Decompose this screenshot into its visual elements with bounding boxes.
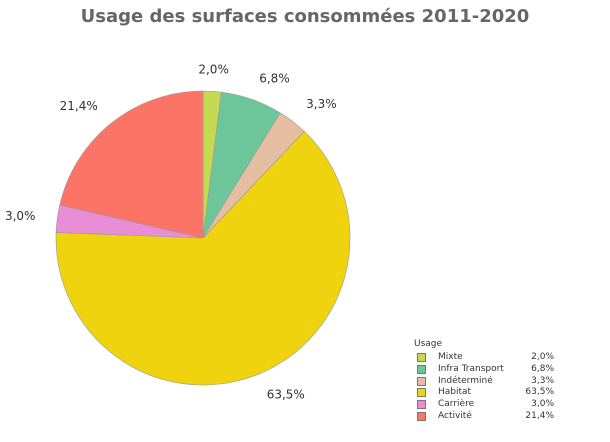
chart-title: Usage des surfaces consommées 2011-2020 — [80, 6, 530, 27]
legend-label: Indéterminé — [438, 375, 493, 386]
slice-label-2: 3,3% — [306, 97, 337, 111]
legend-value: 3,3% — [531, 375, 554, 386]
legend-swatch — [417, 364, 426, 374]
slice-label-4: 3,0% — [5, 209, 36, 223]
legend-item-2: Indéterminé 3,3% — [414, 376, 554, 388]
legend-label: Infra Transport — [438, 363, 504, 374]
legend-value: 3,0% — [531, 399, 554, 410]
legend: Usage Mixte 2,0% Infra Transport 6,8% Indéte… — [414, 339, 554, 423]
legend-label: Habitat — [438, 387, 472, 398]
slice-label-3: 63,5% — [267, 388, 305, 402]
legend-label: Mixte — [438, 352, 463, 362]
legend-label: Carrière — [438, 399, 475, 410]
legend-swatch — [417, 388, 426, 398]
legend-value: 21,4% — [525, 410, 554, 421]
legend-item-0: Mixte 2,0% — [414, 352, 554, 364]
legend-item-4: Carrière 3,0% — [414, 399, 554, 411]
legend-item-5: Activité 21,4% — [414, 411, 554, 423]
slice-label-0: 2,0% — [198, 62, 229, 76]
legend-swatch — [417, 376, 426, 386]
slice-label-5: 21,4% — [60, 99, 98, 113]
legend-title: Usage — [414, 339, 443, 349]
slice-label-1: 6,8% — [259, 72, 290, 86]
pie-slice-3 — [55, 131, 351, 386]
legend-value: 63,5% — [525, 387, 554, 398]
legend-item-1: Infra Transport 6,8% — [414, 364, 554, 376]
legend-swatch — [417, 400, 426, 410]
pie-slice-5 — [59, 90, 204, 239]
legend-value: 6,8% — [531, 363, 554, 374]
legend-label: Activité — [438, 410, 472, 421]
legend-item-3: Habitat 63,5% — [414, 387, 554, 399]
legend-swatch — [417, 353, 426, 362]
legend-swatch — [417, 411, 426, 421]
legend-value: 2,0% — [531, 352, 554, 362]
